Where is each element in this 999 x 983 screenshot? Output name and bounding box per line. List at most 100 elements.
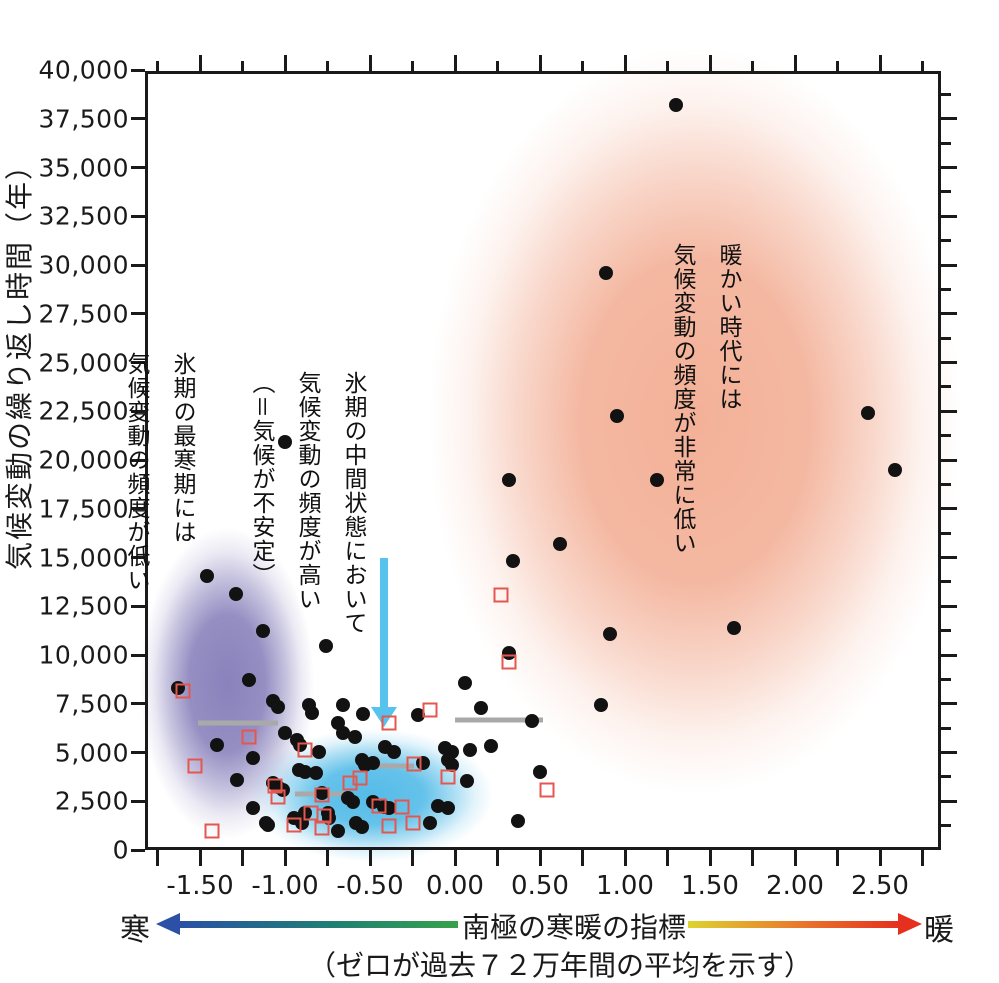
black-data-point bbox=[199, 569, 214, 584]
y-tick-label: 37,500 bbox=[38, 104, 129, 134]
x-axis-tick bbox=[666, 850, 669, 866]
red-square-data-point bbox=[422, 702, 437, 718]
black-data-point bbox=[312, 744, 326, 759]
down-arrow-icon bbox=[379, 557, 388, 709]
annotation-warm-period: 暖かい時代には 気候変動の頻度が非常に低い bbox=[669, 243, 741, 555]
y-tick-label: 22,500 bbox=[38, 396, 129, 426]
y-axis-tick-right bbox=[941, 702, 957, 706]
cold-label: 寒 bbox=[120, 913, 150, 948]
black-data-point bbox=[533, 765, 547, 779]
x-axis-minor-tick-top bbox=[411, 61, 414, 71]
black-data-point bbox=[502, 472, 517, 487]
y-axis-tick-right bbox=[941, 799, 957, 803]
red-square-data-point bbox=[381, 818, 397, 834]
y-axis-tick bbox=[131, 263, 145, 267]
black-data-point bbox=[459, 773, 474, 788]
x-tick-label: -0.50 bbox=[336, 871, 404, 901]
y-axis-minor-tick-right bbox=[941, 92, 951, 96]
black-data-point bbox=[315, 786, 330, 801]
x-axis-tick bbox=[453, 850, 457, 866]
black-data-point bbox=[261, 817, 275, 832]
y-tick-label: 20,000 bbox=[38, 445, 129, 475]
red-square-data-point bbox=[342, 775, 358, 791]
x-axis-tick bbox=[708, 850, 712, 866]
y-tick-label: 32,500 bbox=[38, 201, 129, 231]
x-axis-tick bbox=[283, 850, 287, 866]
black-data-point bbox=[293, 737, 308, 752]
black-data-point bbox=[245, 751, 260, 766]
x-axis-tick bbox=[793, 850, 797, 866]
y-axis-minor-tick-right bbox=[941, 824, 951, 828]
black-data-point bbox=[510, 813, 525, 828]
red-square-data-point bbox=[270, 789, 286, 805]
y-axis-minor-tick-right bbox=[941, 141, 951, 145]
y-axis-tick bbox=[131, 166, 145, 169]
black-data-point bbox=[255, 623, 270, 638]
y-axis-tick-right bbox=[941, 751, 957, 754]
mean-segment bbox=[198, 720, 279, 726]
x-axis-tick bbox=[878, 850, 882, 866]
black-data-point bbox=[650, 472, 665, 487]
y-axis-minor-tick-right bbox=[941, 239, 951, 243]
x-axis-tick bbox=[156, 850, 159, 866]
y-axis-tick-right bbox=[941, 263, 957, 267]
y-axis-minor-tick-right bbox=[941, 434, 951, 438]
black-data-point bbox=[305, 705, 320, 720]
black-data-point bbox=[553, 536, 568, 551]
red-square-data-point bbox=[267, 778, 283, 794]
x-axis-minor-tick-top bbox=[326, 61, 329, 71]
x-axis-tick bbox=[411, 850, 414, 866]
y-axis-tick bbox=[131, 653, 145, 657]
black-data-point bbox=[458, 676, 473, 691]
red-square-data-point bbox=[314, 787, 330, 803]
y-axis-tick-right bbox=[941, 312, 957, 316]
y-axis-tick-right bbox=[941, 166, 957, 169]
x-axis-minor-tick-top bbox=[921, 61, 924, 71]
red-square-data-point bbox=[539, 782, 555, 798]
annotation-glacial-intermediate: 氷期の中間状態において 気候変動の頻度が高い （＝気候が不安定） bbox=[248, 371, 366, 635]
black-data-point bbox=[366, 756, 381, 771]
x-axis-tick bbox=[538, 850, 542, 866]
black-data-point bbox=[415, 756, 430, 771]
x-axis-sub-label: （ゼロが過去７２万年間の平均を示す） bbox=[307, 949, 813, 982]
y-tick-label: 2,500 bbox=[54, 786, 129, 816]
x-axis-tick-top bbox=[368, 55, 372, 71]
cold-gradient-arrow bbox=[178, 921, 458, 928]
y-axis-tick bbox=[131, 312, 145, 316]
y-axis-tick-right bbox=[941, 604, 957, 608]
x-axis-minor-tick-top bbox=[751, 61, 754, 71]
x-axis-minor-tick-top bbox=[156, 61, 159, 71]
x-axis-tick bbox=[623, 850, 627, 866]
warm-label: 暖 bbox=[924, 913, 954, 948]
cold-arrow-head-icon bbox=[156, 913, 180, 935]
red-square-data-point bbox=[493, 587, 509, 603]
x-tick-label: -1.50 bbox=[166, 871, 234, 901]
black-data-point bbox=[473, 700, 488, 715]
red-square-data-point bbox=[406, 756, 422, 772]
y-axis-minor-tick-right bbox=[941, 531, 951, 535]
red-square-data-point bbox=[371, 798, 386, 814]
y-axis-tick bbox=[131, 68, 145, 72]
black-data-point bbox=[278, 435, 292, 450]
red-square-data-point bbox=[187, 758, 203, 774]
black-data-point bbox=[335, 726, 350, 740]
y-tick-label: 35,000 bbox=[38, 153, 129, 182]
black-data-point bbox=[609, 409, 624, 424]
y-axis-minor-tick-right bbox=[941, 385, 951, 389]
red-square-data-point bbox=[204, 823, 220, 839]
black-data-point bbox=[463, 742, 478, 757]
red-square-data-point bbox=[316, 808, 332, 824]
y-axis-tick-right bbox=[941, 214, 957, 218]
black-data-point bbox=[318, 639, 333, 654]
y-axis-tick bbox=[131, 507, 145, 511]
warm-gradient-arrow bbox=[688, 921, 898, 928]
y-axis-tick bbox=[131, 799, 145, 803]
black-data-point bbox=[271, 699, 286, 714]
y-axis-tick bbox=[131, 409, 145, 413]
black-data-point bbox=[346, 795, 360, 810]
x-axis-tick-top bbox=[538, 55, 542, 71]
y-axis-minor-tick-right bbox=[941, 726, 951, 730]
x-axis-tick-top bbox=[453, 55, 457, 71]
black-data-point bbox=[335, 697, 350, 712]
x-axis-tick-top bbox=[623, 55, 627, 71]
